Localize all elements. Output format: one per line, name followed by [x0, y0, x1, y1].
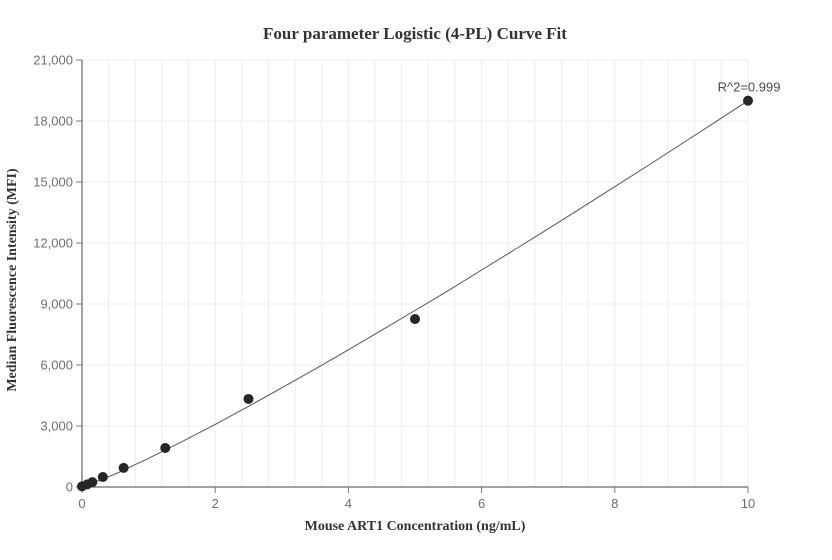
x-tick-label: 2 [212, 496, 219, 511]
y-tick-label: 6,000 [40, 358, 73, 373]
r-squared-annotation: R^2=0.999 [718, 80, 781, 95]
data-points [77, 95, 753, 492]
x-tick-label: 10 [741, 496, 755, 511]
x-axis-ticks: 0 2 4 6 8 10 [78, 487, 755, 511]
data-point [87, 477, 98, 488]
y-axis-ticks: 0 3,000 6,000 9,000 12,000 15,000 18,000 21,000 [33, 53, 82, 495]
x-axis-title: Mouse ART1 Concentration (ng/mL) [304, 519, 526, 534]
y-tick-label: 21,000 [33, 53, 73, 68]
y-tick-label: 3,000 [40, 419, 73, 434]
data-point [243, 393, 254, 404]
x-tick-label: 0 [78, 496, 85, 511]
y-tick-label: 15,000 [33, 175, 73, 190]
data-point [118, 462, 129, 473]
data-point [410, 314, 420, 325]
vertical-gridlines [108, 60, 749, 487]
x-tick-label: 6 [478, 496, 485, 511]
fit-curve-line [81, 100, 749, 488]
x-tick-label: 4 [345, 496, 352, 511]
data-point [743, 95, 753, 106]
horizontal-gridlines [82, 59, 748, 427]
data-point [97, 472, 108, 483]
x-tick-label: 8 [611, 496, 618, 511]
y-tick-label: 0 [66, 480, 73, 495]
y-tick-label: 9,000 [40, 297, 73, 312]
y-tick-label: 18,000 [33, 114, 73, 129]
chart-title: Four parameter Logistic (4-PL) Curve Fit [263, 24, 567, 43]
y-tick-label: 12,000 [33, 236, 73, 251]
data-point [160, 442, 171, 453]
